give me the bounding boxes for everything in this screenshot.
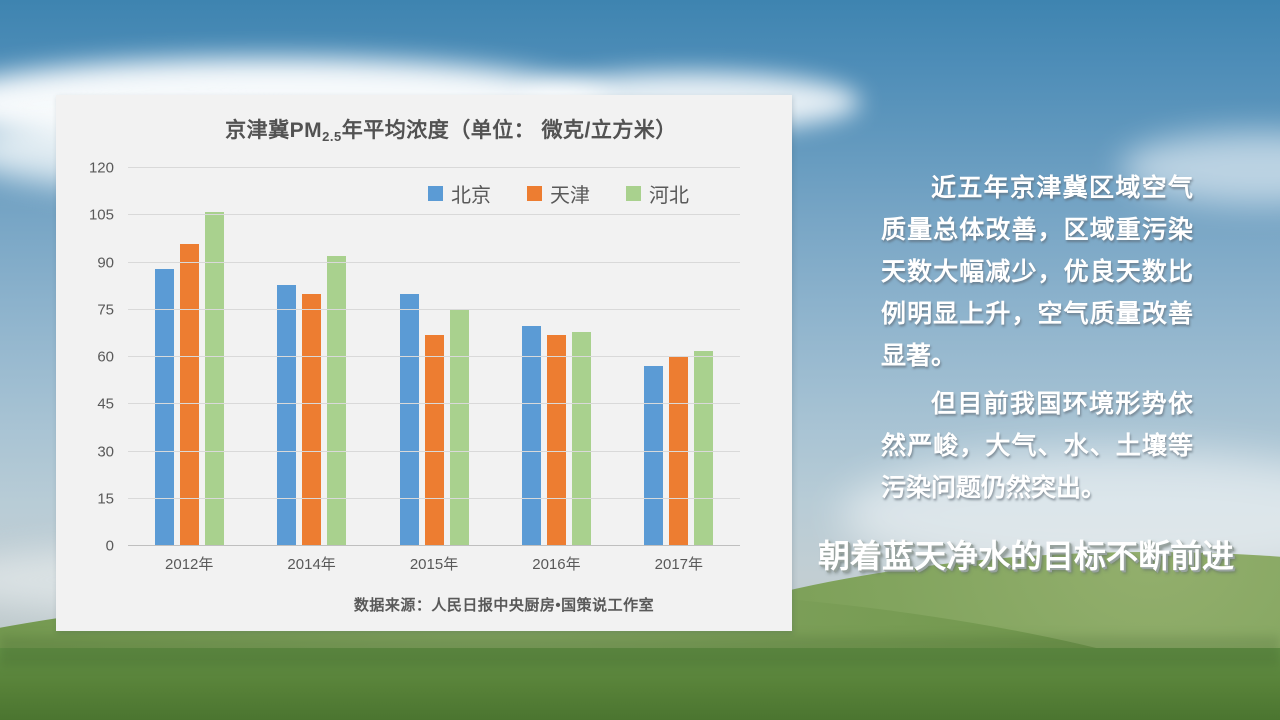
x-tick-label-2016年: 2016年 [532, 556, 581, 573]
y-tick-label-60: 60 [97, 348, 114, 366]
gridline-75 [128, 308, 740, 310]
chart-legend: 北京 天津 河北 [428, 179, 689, 208]
bar-group-2016年 [495, 168, 617, 546]
gridline-30 [128, 450, 740, 452]
bar-北京-2015年 [399, 294, 419, 546]
grass-foreground [0, 648, 1280, 720]
y-tick-label-75: 75 [97, 301, 114, 319]
legend-label: 天津 [550, 185, 590, 207]
data-source: 数据来源：人民日报中央厨房•国策说工作室 [353, 597, 655, 614]
bar-groups [128, 168, 740, 546]
bar-group-2012年 [128, 168, 250, 546]
chart-title-prefix: 京津冀PM [225, 119, 323, 142]
gridline-15 [128, 497, 740, 499]
legend-swatch-icon [626, 186, 641, 201]
chart-title-suffix: 年平均浓度（单位： 微克/立方米） [341, 119, 677, 142]
y-tick-label-45: 45 [97, 395, 114, 413]
bar-河北-2017年 [694, 350, 714, 546]
chart-panel: 京津冀PM2.5年平均浓度（单位： 微克/立方米） 0 15 30 45 60 75 90 1… [56, 95, 792, 631]
grass-shadow-band [0, 636, 1280, 666]
bar-group-2015年 [373, 168, 495, 546]
x-tick-label-2017年: 2017年 [654, 556, 704, 573]
y-tick-label-0: 0 [105, 537, 114, 555]
bar-河北-2015年 [449, 309, 469, 546]
bar-天津-2014年 [302, 294, 322, 546]
y-tick-label-90: 90 [97, 254, 114, 271]
bar-北京-2012年 [154, 268, 174, 546]
x-tick-label-2014年: 2014年 [287, 556, 336, 573]
gridline-120 [128, 167, 740, 168]
bar-北京-2014年 [277, 284, 297, 546]
y-axis: 0 15 30 45 60 75 90 105 120 [56, 160, 120, 555]
bar-北京-2017年 [644, 366, 664, 546]
bar-天津-2012年 [179, 243, 199, 546]
gridline-105 [128, 214, 740, 216]
bar-天津-2017年 [669, 357, 689, 546]
legend-swatch-icon [527, 186, 542, 201]
body-paragraph-2: 但目前我国环境形势依然严峻，大气、水、土壤等污染问题仍然突出。 [881, 390, 1193, 502]
gridline-0 [128, 545, 740, 546]
y-tick-label-30: 30 [97, 443, 114, 460]
bar-河北-2016年 [571, 331, 591, 546]
bar-河北-2012年 [204, 212, 224, 546]
bar-北京-2016年 [521, 325, 541, 546]
legend-label: 北京 [451, 185, 491, 207]
body-text-block: 近五年京津冀区域空气质量总体改善，区域重污染天数大幅减少，优良天数比例明显上升，… [881, 167, 1193, 509]
slide-heading: 朝着蓝天净水的目标不断前进 [818, 538, 1235, 574]
legend-swatch-icon [428, 186, 443, 201]
legend-item-天津: 天津 [527, 179, 590, 208]
gridline-90 [128, 261, 740, 263]
chart-title-subscript: 2.5 [322, 128, 342, 144]
x-tick-label-2012年: 2012年 [165, 556, 214, 573]
gridline-45 [128, 403, 740, 405]
plot-area [128, 167, 740, 546]
x-tick-label-2015年: 2015年 [409, 556, 459, 573]
legend-item-河北: 河北 [626, 179, 689, 208]
legend-label: 河北 [649, 185, 689, 207]
y-tick-label-15: 15 [97, 490, 114, 508]
chart-title: 京津冀PM2.5年平均浓度（单位： 微克/立方米） [171, 114, 731, 144]
bar-group-2014年 [250, 168, 372, 546]
y-tick-label-105: 105 [88, 206, 114, 224]
bar-天津-2015年 [424, 334, 444, 546]
bar-河北-2014年 [327, 256, 347, 546]
bar-group-2017年 [618, 168, 740, 546]
body-paragraph-1: 近五年京津冀区域空气质量总体改善，区域重污染天数大幅减少，优良天数比例明显上升，… [881, 174, 1193, 370]
gridline-60 [128, 356, 740, 357]
x-axis: 2012年 2014年 2015年 2016年 2017年 [128, 553, 740, 574]
bar-天津-2016年 [546, 334, 566, 546]
legend-item-北京: 北京 [428, 179, 491, 208]
y-tick-label-120: 120 [88, 159, 114, 177]
